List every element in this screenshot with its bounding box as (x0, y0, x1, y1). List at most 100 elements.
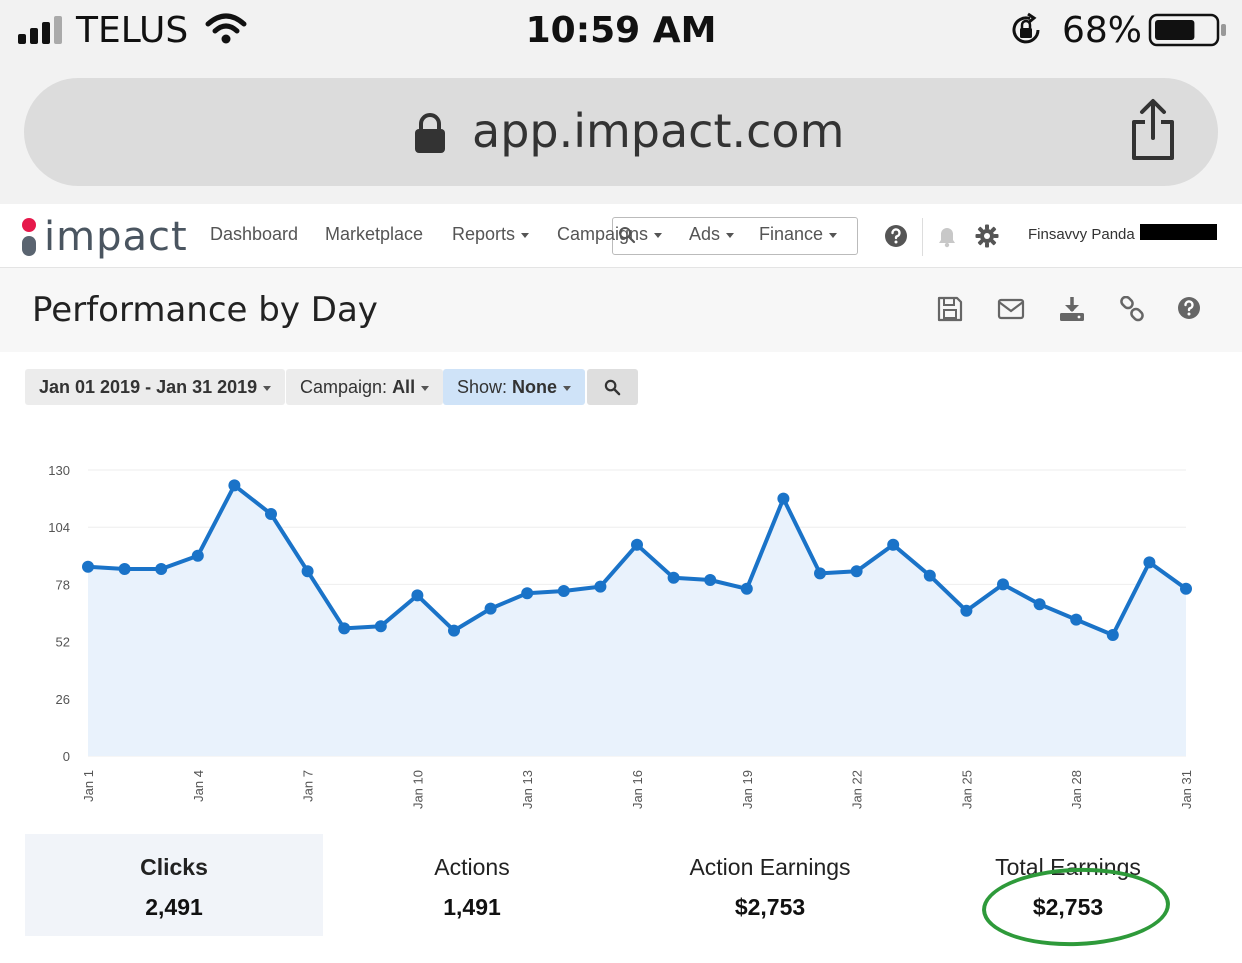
data-point[interactable] (960, 604, 973, 617)
nav-ads[interactable]: Ads (689, 224, 735, 245)
page-title: Performance by Day (32, 290, 378, 330)
data-point[interactable] (448, 624, 460, 637)
data-point[interactable] (301, 565, 314, 578)
campaign-filter-label: Campaign: (300, 377, 388, 397)
data-point[interactable] (631, 538, 643, 551)
browser-toolbar: app.impact.com (0, 66, 1242, 204)
chevron-down-icon (829, 232, 838, 238)
bell-icon[interactable] (935, 224, 959, 248)
data-point[interactable] (850, 565, 863, 578)
stat-label: Clicks (140, 854, 208, 880)
stat-value: $2,753 (734, 894, 806, 920)
show-filter[interactable]: Show: None (443, 369, 586, 405)
show-filter-value: None (512, 377, 558, 397)
x-tick-label: Jan 31 (1179, 770, 1194, 809)
nav-search-input[interactable] (612, 217, 858, 255)
save-icon[interactable] (937, 296, 963, 322)
help-icon[interactable] (1177, 296, 1201, 320)
series-area (88, 485, 1186, 756)
data-point[interactable] (265, 508, 277, 520)
nav-reports-label: Reports (452, 224, 516, 244)
redaction-bar (1140, 224, 1217, 240)
logo-text: impact (44, 214, 188, 260)
logo-mark (20, 214, 38, 260)
data-point[interactable] (667, 571, 680, 584)
nav-divider (922, 218, 923, 256)
data-point[interactable] (814, 567, 826, 580)
data-point[interactable] (557, 585, 570, 597)
nav-finance[interactable]: Finance (759, 224, 838, 245)
data-point[interactable] (594, 580, 607, 593)
x-tick-label: Jan 13 (520, 770, 535, 809)
filter-search-button[interactable] (587, 369, 638, 405)
data-point[interactable] (1180, 582, 1192, 595)
cellular-signal-icon (18, 16, 62, 44)
chevron-down-icon (263, 385, 272, 391)
page-header: Performance by Day (0, 268, 1242, 352)
wifi-icon (205, 13, 247, 44)
x-tick-label: Jan 4 (191, 770, 206, 802)
data-point[interactable] (1106, 629, 1119, 641)
campaign-filter[interactable]: Campaign: All (286, 369, 444, 405)
nav-campaigns[interactable]: Campaigns (557, 224, 663, 245)
lock-icon (415, 113, 445, 153)
search-icon[interactable] (618, 226, 636, 244)
nav-campaigns-label: Campaigns (557, 224, 649, 244)
rotation-lock-icon (1012, 12, 1040, 44)
stat-value: 2,491 (145, 894, 203, 920)
data-point[interactable] (1033, 598, 1046, 611)
stat-value: $2,753 (1032, 894, 1104, 920)
data-point[interactable] (338, 622, 351, 635)
nav-reports[interactable]: Reports (452, 224, 530, 245)
x-tick-label: Jan 1 (81, 770, 96, 802)
data-point[interactable] (1070, 613, 1083, 626)
data-point[interactable] (484, 602, 497, 615)
y-tick-label: 104 (48, 520, 70, 535)
nav-marketplace[interactable]: Marketplace (325, 224, 424, 244)
data-point[interactable] (923, 569, 936, 582)
date-range-value: Jan 01 2019 - Jan 31 2019 (39, 377, 258, 397)
stat-total-earnings[interactable]: Total Earnings $2,753 (919, 834, 1217, 936)
y-tick-label: 26 (56, 692, 70, 707)
gear-icon[interactable] (975, 224, 999, 248)
link-icon[interactable] (1119, 296, 1145, 322)
x-tick-label: Jan 25 (959, 770, 974, 809)
user-name[interactable]: Finsavvy Panda (1028, 226, 1135, 243)
stat-actions[interactable]: Actions 1,491 (323, 834, 621, 936)
battery-percentage: 68% (1062, 10, 1143, 51)
data-point[interactable] (997, 578, 1009, 591)
help-icon[interactable] (884, 224, 908, 248)
data-point[interactable] (704, 574, 717, 586)
nav-dashboard[interactable]: Dashboard (210, 224, 299, 244)
data-point[interactable] (887, 538, 900, 551)
data-point[interactable] (1143, 556, 1156, 569)
show-filter-label: Show: (457, 377, 508, 397)
data-point[interactable] (521, 587, 534, 600)
nav-ads-label: Ads (689, 224, 721, 244)
x-tick-label: Jan 7 (301, 770, 316, 802)
y-tick-label: 78 (56, 577, 70, 592)
data-point[interactable] (777, 492, 790, 505)
data-point[interactable] (740, 582, 753, 595)
address-bar[interactable]: app.impact.com (24, 78, 1218, 186)
date-range-filter[interactable]: Jan 01 2019 - Jan 31 2019 (25, 369, 286, 405)
data-point[interactable] (411, 589, 424, 602)
data-point[interactable] (228, 479, 241, 492)
share-icon[interactable] (1128, 98, 1178, 162)
battery-icon (1148, 13, 1226, 47)
stat-clicks[interactable]: Clicks 2,491 (25, 834, 323, 936)
data-point[interactable] (118, 563, 131, 575)
data-point[interactable] (155, 563, 168, 575)
data-point[interactable] (374, 620, 387, 633)
email-icon[interactable] (997, 296, 1025, 322)
y-tick-label: 52 (56, 635, 70, 650)
search-icon (604, 379, 621, 396)
stat-action-earnings[interactable]: Action Earnings $2,753 (621, 834, 919, 936)
download-icon[interactable] (1059, 296, 1085, 322)
data-point[interactable] (82, 560, 94, 573)
x-tick-label: Jan 19 (740, 770, 755, 809)
data-point[interactable] (191, 549, 204, 562)
x-tick-label: Jan 28 (1069, 770, 1084, 809)
impact-logo[interactable]: impact (20, 214, 188, 260)
stat-label: Action Earnings (689, 854, 851, 880)
